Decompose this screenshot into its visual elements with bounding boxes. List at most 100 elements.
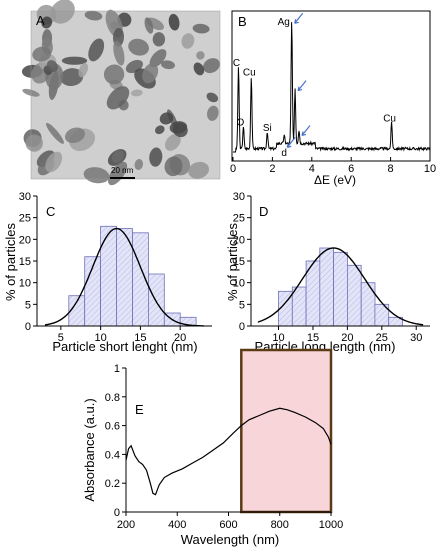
d-y-tick-label: 5 [239,299,245,311]
eds-spectrum-line [233,22,431,153]
c-x-tick-label: 5 [58,332,64,344]
d-y-tick-label: 25 [233,213,245,225]
eds-arrow [301,125,311,137]
d-y-tick-label: 10 [233,278,245,290]
tem-particle [206,92,219,103]
eds-peak-label: O [237,118,245,129]
tem-particle [161,60,175,70]
tem-particle [134,159,144,170]
c-y-tick-label: 25 [19,213,31,225]
d-y-tick-label: 30 [233,191,245,203]
tem-particle [50,0,75,24]
c-y-tick-label: 0 [25,321,31,333]
d-bar [346,264,362,327]
d-x-tick-label: 25 [376,332,388,344]
c-bars [68,225,197,327]
eds-x-tick-label: 6 [348,163,354,175]
tem-particle [25,134,43,152]
tem-particle [159,112,174,125]
c-gaussian-fit [44,227,204,327]
eds-peak-label: Ag [278,17,290,28]
e-y-tick-label: 0.6 [105,421,120,433]
d-x-tick-label: 30 [410,332,422,344]
c-y-tick-label: 20 [19,234,31,246]
panel-a-tem-image: A 20 nm [21,0,221,186]
tem-particle [84,10,103,21]
tem-particle [206,105,219,121]
tem-particle [41,16,53,29]
d-bar [360,282,376,327]
e-x-tick-label: 400 [168,519,186,531]
c-ticks: 5 10 15 20 0 5 10 15 20 25 30 [19,191,187,344]
d-x-tick-label: 10 [272,332,284,344]
d-bar [319,247,334,327]
e-highlight-region [240,348,333,514]
eds-arrow [286,136,296,148]
eds-peak-label: Cu [243,67,256,78]
e-x-tick-label: 1000 [319,519,343,531]
eds-peak-labels: C O Cu Si d Ag Cu [233,17,396,159]
tem-particle [45,151,63,173]
tem-particle [169,121,188,134]
eds-arrow [294,12,304,24]
tem-particle [196,51,205,60]
tem-particle [106,86,130,110]
panel-letter-e: E [135,402,144,417]
c-x-label: Particle short lenght (nm) [52,339,197,354]
tem-particle [165,133,181,151]
eds-peak-label: Cu [383,114,396,125]
tem-particle [155,125,165,135]
c-y-tick-label: 30 [19,191,31,203]
tem-particle [46,60,58,73]
eds-x-tick-label: 10 [424,163,436,175]
eds-arrows [286,12,311,148]
tem-particle [111,150,125,163]
tem-particle [78,63,89,78]
panel-letter-a: A [36,13,45,28]
d-bar [291,286,307,327]
tem-particle [88,38,105,62]
panel-e-absorbance: 200 400 600 800 1000 0 0.2 0.4 0.6 0.8 1 E Wavelen… [82,348,343,547]
c-x-tick-label: 20 [174,332,186,344]
e-y-tick-label: 0.8 [105,392,120,404]
eds-arrow [297,80,307,92]
c-x-tick-label: 10 [95,332,107,344]
c-bar [147,273,165,327]
panel-letter-b: B [238,14,247,29]
eds-x-label: ΔE (eV) [314,173,356,187]
tem-particle [113,40,125,66]
tem-particles [21,0,221,186]
tem-particle [193,62,205,76]
tem-particle [142,63,159,84]
c-bar [100,225,117,327]
e-x-tick-label: 200 [117,519,135,531]
tem-particle [188,161,210,179]
e-y-tick-label: 1 [114,363,120,375]
eds-x-tick-label: 0 [230,163,236,175]
d-bars [278,247,403,327]
tem-particle [131,89,143,97]
eds-peak-label: Si [263,123,272,134]
eds-peak-label: d [281,148,287,159]
d-bar [333,251,348,327]
eds-x-tick-label: 4 [309,163,315,175]
tem-particle [149,49,167,68]
d-gaussian-fit [257,247,424,326]
eds-x-tick-label: 8 [388,163,394,175]
d-y-tick-label: 20 [233,234,245,246]
tem-particle [60,68,84,87]
e-y-tick-label: 0.2 [105,478,120,490]
eds-x-tick-label: 2 [269,163,275,175]
scale-bar-label: 20 nm [111,166,134,175]
tem-particle [152,32,166,47]
e-x-tick-label: 800 [271,519,289,531]
tem-particle [149,147,163,167]
d-y-tick-label: 0 [239,321,245,333]
tem-particle [64,127,86,144]
tem-particle [164,156,183,177]
tem-particle [61,56,88,65]
tem-particle [203,58,220,74]
panel-letter-c: C [46,204,55,219]
